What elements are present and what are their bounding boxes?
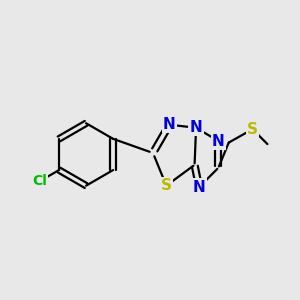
Text: N: N <box>212 134 225 148</box>
Text: N: N <box>190 120 202 135</box>
Text: S: S <box>247 122 258 137</box>
Text: Cl: Cl <box>32 174 47 188</box>
Text: N: N <box>163 117 176 132</box>
Text: S: S <box>161 178 172 193</box>
Text: N: N <box>193 180 206 195</box>
